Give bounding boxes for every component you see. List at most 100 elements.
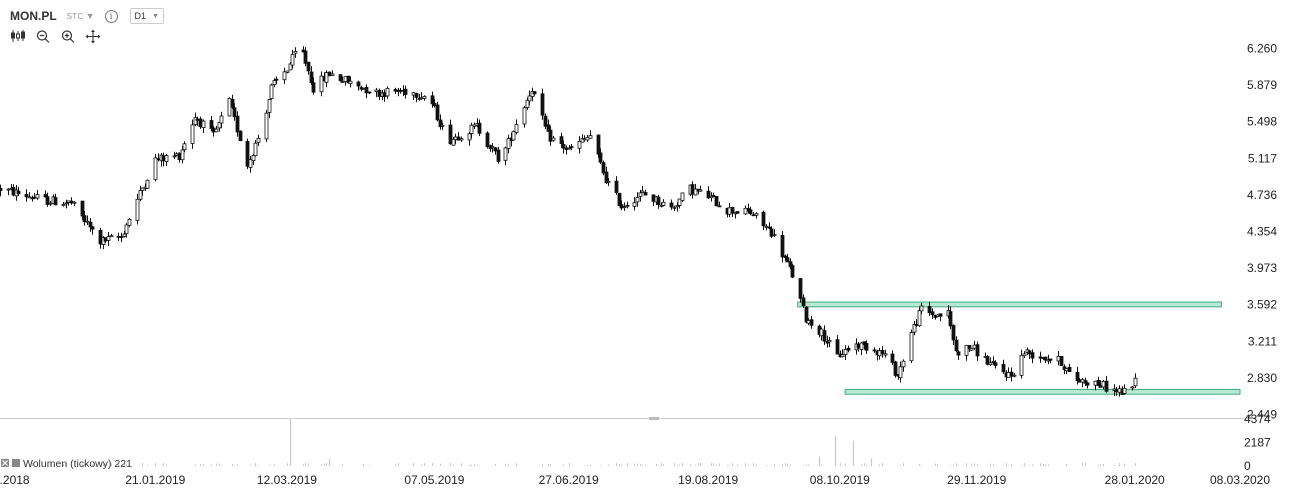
zoom-out-icon[interactable] [35,29,52,44]
candle-body [525,99,530,108]
candle-body [103,237,108,242]
x-tick-label: 12.03.2019 [257,473,317,487]
candle-body [622,206,627,208]
candle-body [835,339,840,355]
candle-body [367,91,372,94]
candle-body [403,88,408,95]
candle-body [164,155,169,162]
candle-body [912,323,917,333]
candle-body [1093,380,1098,386]
candle-body [282,71,287,81]
candle-body [98,229,103,245]
y-tick-label: 5.879 [1247,78,1277,92]
candle-body [66,200,71,203]
candle-body [567,147,572,150]
candle-body [324,72,329,83]
candle-body [1009,371,1014,377]
candle-body [640,190,645,193]
candle-body [827,339,832,343]
candle-body [761,211,766,227]
candle-body [625,204,630,207]
candle-body [490,146,495,149]
candle-body [453,136,458,141]
candle-body [1104,380,1109,392]
candle-body [440,124,445,127]
timeframe-select[interactable]: D1 ▼ [129,8,164,24]
candle-body [269,84,274,99]
candle-body [32,196,37,199]
candle-body [822,330,827,342]
candle-body [69,200,74,204]
candle-body [190,124,195,144]
pan-move-icon[interactable] [85,29,102,44]
candle-body [364,87,369,94]
candle-body [109,235,114,238]
chart-header: MON.PL STC ▼ i D1 ▼ [10,6,164,26]
candle-body [956,351,961,356]
candle-body [532,91,537,95]
candle-body [604,171,609,184]
candlestick-type-icon[interactable] [10,29,27,44]
candle-body [798,278,803,299]
candle-body [635,197,640,203]
candle-body [24,193,29,198]
candle-body [988,362,993,366]
candle-body [272,80,277,85]
candle-body [274,78,279,81]
candle-body [451,138,456,146]
candle-body [948,311,953,327]
candle-body [140,187,145,191]
candle-body [1083,380,1088,384]
candle-body [514,124,519,133]
candle-body [582,138,587,141]
candle-body [477,122,482,134]
candle-body [248,159,253,168]
candle-body [85,220,90,223]
candle-body [843,348,848,355]
candle-body [430,95,435,105]
candle-body [617,192,622,206]
candle-body [1133,377,1138,387]
candle-body [1027,350,1032,355]
candle-body [356,81,361,87]
candle-body [11,187,16,196]
x-tick-label: 07.05.2019 [404,473,464,487]
zone-group [797,301,1241,395]
candle-body [643,192,648,196]
chevron-down-icon[interactable]: ▼ [85,11,95,21]
candle-body [303,50,308,64]
candle-body [361,88,366,90]
candle-body [601,162,606,174]
volume-settings-icon [12,459,20,467]
candle-body [598,152,603,163]
zoom-in-icon[interactable] [60,29,77,44]
close-icon[interactable] [1,459,9,467]
candle-body [64,202,69,205]
candle-body [338,74,343,81]
candle-body [577,141,582,149]
candle-body [198,118,203,128]
resistance-zone [797,301,1223,308]
candle-body [901,360,906,368]
candle-body [1056,356,1061,362]
candle-body [893,361,898,376]
candle-body [614,180,619,193]
candle-body [527,95,532,102]
info-icon[interactable]: i [104,9,118,23]
candle-body [311,82,316,93]
candle-body [472,124,477,127]
candle-body [1114,389,1119,393]
candle-body [1098,385,1103,388]
candle-body [432,102,437,107]
candle-body [801,297,806,307]
candle-body [561,144,566,149]
candle-body [459,138,464,141]
chevron-down-icon: ▼ [152,12,159,20]
candle-body [398,89,403,92]
symbol-label: MON.PL [10,9,57,23]
candle-body [677,198,682,206]
candle-body [235,115,240,133]
candle-body [1062,366,1067,370]
candle-body [859,342,864,350]
